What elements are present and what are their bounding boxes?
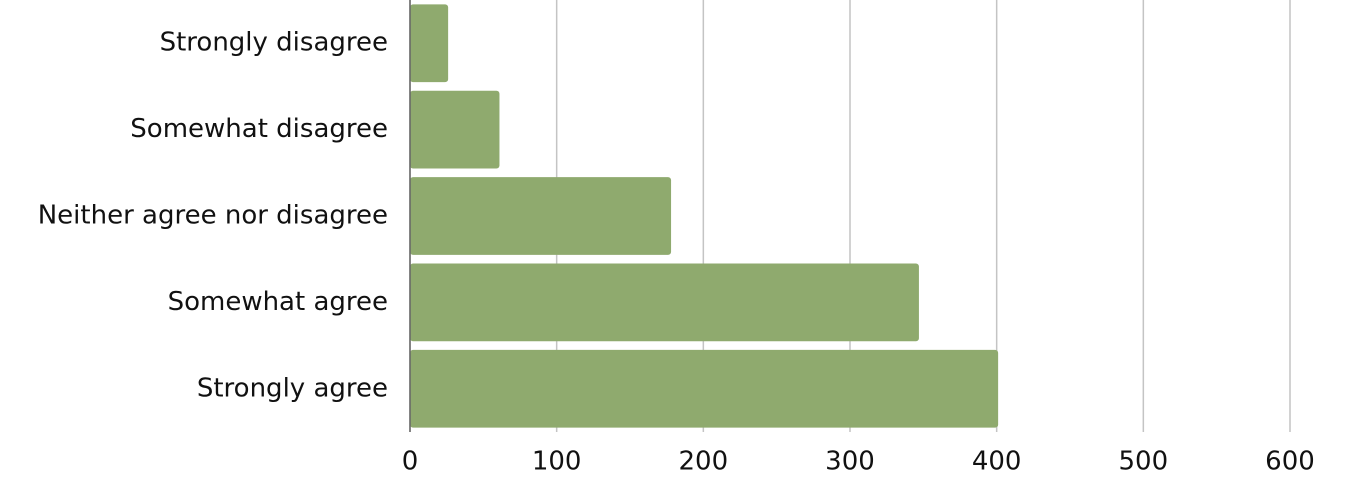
bar	[410, 4, 449, 83]
bar	[410, 263, 919, 342]
x-tick-label: 300	[825, 447, 875, 477]
y-tick-label: Somewhat disagree	[130, 114, 388, 144]
x-tick-label: 0	[402, 447, 419, 477]
bar	[410, 177, 672, 255]
x-tick-label: 100	[532, 447, 582, 477]
y-tick-label: Neither agree nor disagree	[38, 201, 388, 231]
x-tick-label: 500	[1119, 447, 1169, 477]
bar	[410, 349, 999, 428]
bar	[410, 90, 500, 169]
x-tick-label: 200	[679, 447, 729, 477]
y-tick-label: Somewhat agree	[168, 287, 388, 317]
y-tick-label: Strongly agree	[197, 373, 388, 403]
x-tick-label: 400	[972, 447, 1022, 477]
y-tick-label: Strongly disagree	[160, 28, 388, 58]
x-tick-label: 600	[1265, 447, 1315, 477]
